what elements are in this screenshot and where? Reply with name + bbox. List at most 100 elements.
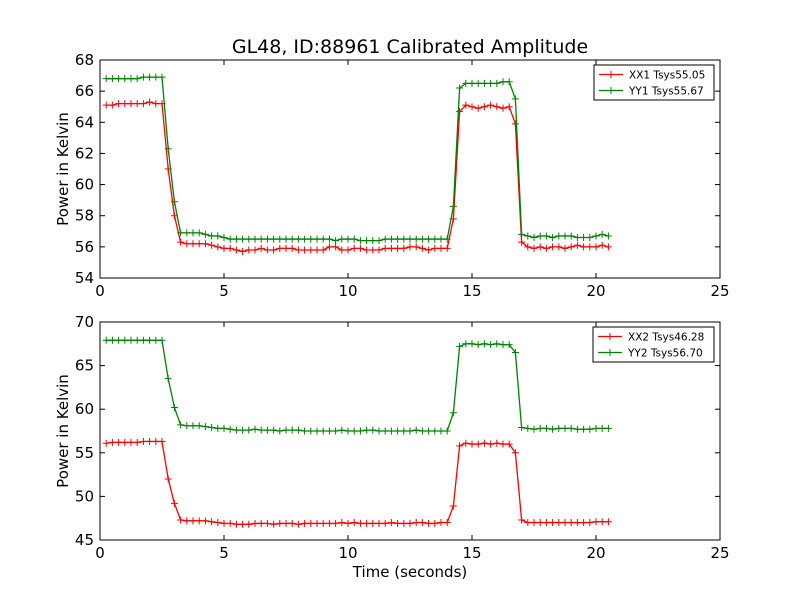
data-point	[387, 427, 395, 435]
data-point	[146, 73, 154, 81]
data-point	[356, 237, 364, 245]
data-point	[530, 234, 538, 242]
data-point	[456, 107, 464, 115]
y-tick-label: 50	[75, 487, 94, 505]
series-markers-2-2	[102, 336, 612, 435]
data-point	[487, 79, 495, 87]
data-point	[381, 244, 389, 252]
data-point	[505, 78, 513, 86]
data-point	[332, 243, 340, 251]
x-tick-label: 10	[338, 282, 357, 300]
data-point	[226, 244, 234, 252]
data-point	[542, 232, 550, 240]
x-tick-label: 15	[462, 544, 481, 562]
data-point	[480, 340, 488, 348]
data-point	[536, 232, 544, 240]
series-markers-2-1	[102, 437, 612, 528]
data-point	[604, 424, 612, 432]
data-point	[468, 340, 476, 348]
data-point	[263, 426, 271, 434]
y-tick-label: 60	[75, 176, 94, 194]
data-point	[412, 519, 420, 527]
data-point	[487, 440, 495, 448]
data-point	[499, 78, 507, 86]
data-point	[536, 424, 544, 432]
data-point	[121, 438, 129, 446]
data-point	[127, 100, 135, 108]
data-point	[344, 519, 352, 527]
data-point	[152, 100, 160, 108]
data-point	[319, 246, 327, 254]
data-point	[158, 437, 166, 445]
data-point	[375, 246, 383, 254]
data-point	[363, 426, 371, 434]
data-point	[220, 424, 228, 432]
data-point	[208, 424, 216, 432]
data-point	[232, 246, 240, 254]
data-point	[108, 101, 116, 109]
data-point	[257, 235, 265, 243]
y-tick-label: 66	[75, 82, 94, 100]
data-point	[530, 244, 538, 252]
y-tick-label: 54	[75, 269, 94, 287]
data-point	[394, 244, 402, 252]
legend-box	[593, 64, 715, 101]
data-point	[139, 437, 147, 445]
data-point	[524, 519, 532, 527]
data-point	[505, 440, 513, 448]
data-point	[536, 243, 544, 251]
data-point	[257, 519, 265, 527]
data-point	[270, 426, 278, 434]
data-point	[592, 243, 600, 251]
data-point	[425, 246, 433, 254]
data-point	[456, 84, 464, 92]
data-point	[381, 519, 389, 527]
data-point	[573, 241, 581, 249]
series-line-2-2	[106, 339, 609, 432]
data-point	[480, 79, 488, 87]
x-tick-label: 25	[710, 282, 729, 300]
data-point	[282, 519, 290, 527]
data-point	[239, 520, 247, 528]
data-point	[183, 240, 191, 248]
data-point	[294, 520, 302, 528]
data-point	[449, 202, 457, 210]
data-point	[487, 341, 495, 349]
data-point	[307, 519, 315, 527]
y-axis-label: Power in Kelvin	[54, 112, 72, 226]
data-point	[133, 438, 141, 446]
data-point	[170, 403, 178, 411]
data-point	[195, 240, 203, 248]
data-point	[598, 241, 606, 249]
data-point	[121, 336, 129, 344]
data-point	[313, 246, 321, 254]
data-point	[294, 426, 302, 434]
data-point	[115, 336, 123, 344]
data-point	[158, 336, 166, 344]
data-point	[257, 426, 265, 434]
data-point	[177, 516, 185, 524]
data-point	[325, 235, 333, 243]
data-point	[580, 519, 588, 527]
data-point	[251, 235, 259, 243]
data-point	[542, 519, 550, 527]
series-markers-1-2	[102, 73, 612, 245]
data-point	[586, 243, 594, 251]
data-point	[363, 237, 371, 245]
data-point	[319, 519, 327, 527]
data-point	[468, 440, 476, 448]
series-line-1-2	[106, 76, 609, 242]
y-tick-label: 70	[75, 313, 94, 331]
y-tick-label: 55	[75, 444, 94, 462]
x-tick-label: 5	[219, 544, 229, 562]
data-point	[226, 425, 234, 433]
data-point	[518, 516, 526, 524]
data-point	[530, 425, 538, 433]
data-point	[499, 104, 507, 112]
data-point	[276, 235, 284, 243]
data-point	[598, 518, 606, 526]
data-point	[301, 246, 309, 254]
data-point	[394, 519, 402, 527]
data-point	[604, 232, 612, 240]
